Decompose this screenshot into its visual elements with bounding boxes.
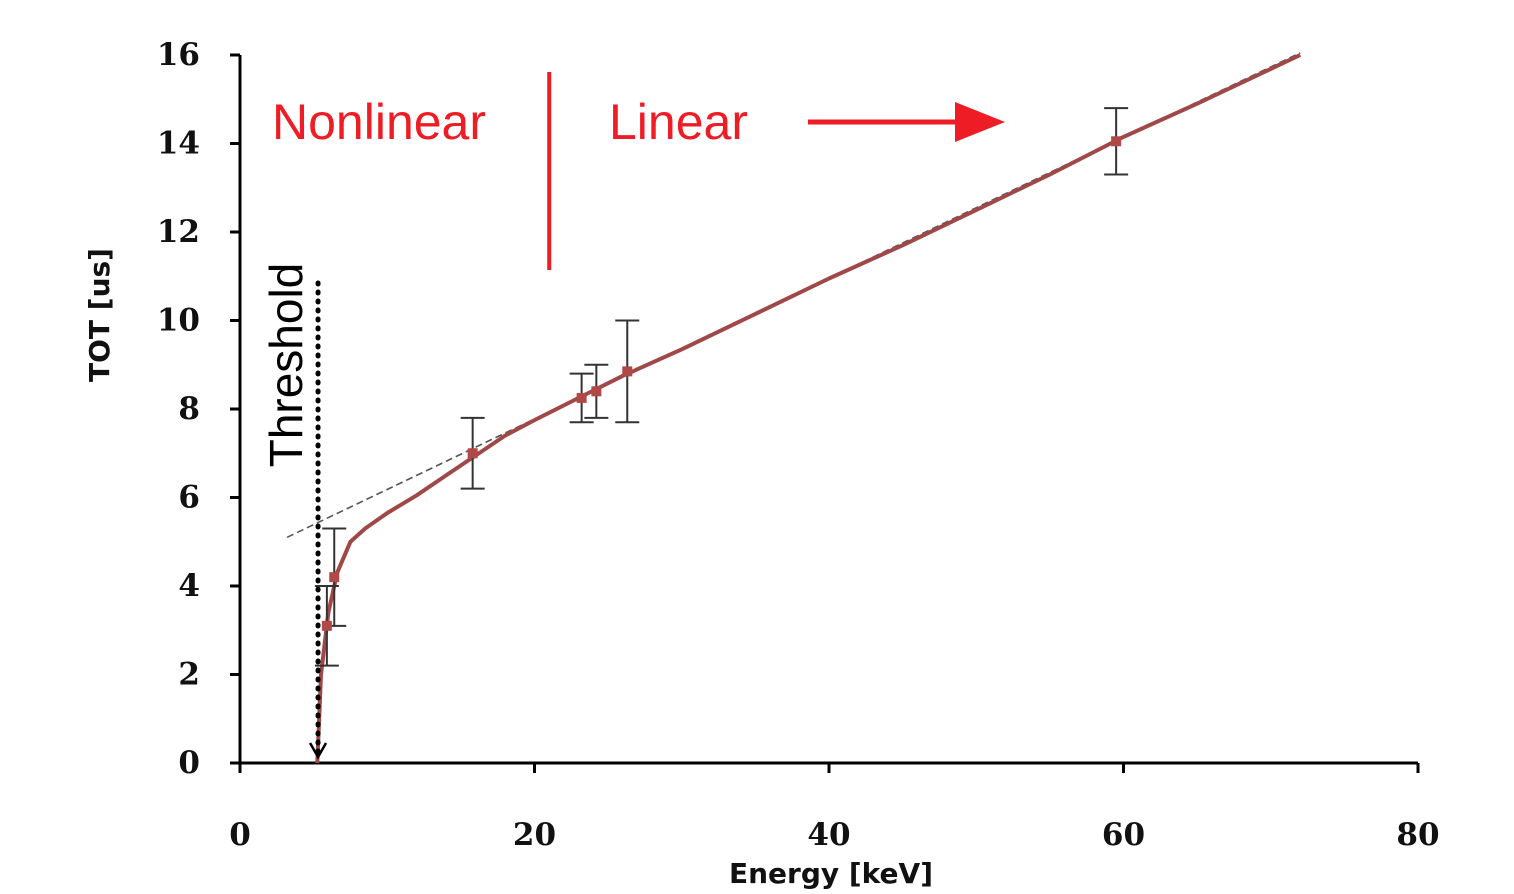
x-ticks: 0 20 40 60 80 — [229, 763, 1440, 853]
x-tick-label: 40 — [807, 817, 850, 853]
y-ticks: 0 2 4 6 8 10 12 14 16 — [157, 37, 240, 781]
tot-curve — [315, 53, 1302, 764]
y-tick-label: 10 — [157, 303, 200, 339]
threshold-arrowhead — [308, 742, 328, 760]
linear-label: Linear — [609, 94, 748, 150]
errorbar-layer — [314, 107, 1129, 667]
x-tick-label: 60 — [1102, 817, 1145, 853]
y-tick-label: 0 — [178, 745, 200, 781]
data-point — [576, 392, 587, 403]
data-point — [329, 572, 340, 583]
threshold-label: Threshold — [260, 263, 312, 468]
y-tick-label: 8 — [178, 391, 200, 427]
marker-layer — [321, 136, 1122, 631]
annotations: Nonlinear Linear Threshold — [260, 72, 1005, 760]
x-tick-label: 20 — [513, 817, 556, 853]
x-axis-title: Energy [keV] — [729, 857, 933, 890]
y-axis-title: TOT [us] — [83, 248, 116, 382]
data-point — [591, 386, 602, 397]
x-tick-label: 80 — [1396, 817, 1439, 853]
data-point — [622, 366, 633, 377]
y-tick-label: 14 — [157, 126, 200, 162]
y-tick-label: 12 — [157, 214, 200, 250]
data-point — [321, 620, 332, 631]
nonlinear-label: Nonlinear — [272, 94, 486, 150]
y-tick-label: 16 — [157, 37, 200, 73]
curve-layer — [315, 53, 1302, 764]
y-tick-label: 6 — [178, 480, 200, 516]
y-tick-label: 2 — [178, 657, 200, 693]
x-tick-label: 0 — [229, 817, 251, 853]
y-tick-label: 4 — [178, 568, 200, 604]
data-point — [467, 448, 478, 459]
axes — [238, 55, 1418, 765]
data-point — [1111, 136, 1122, 147]
